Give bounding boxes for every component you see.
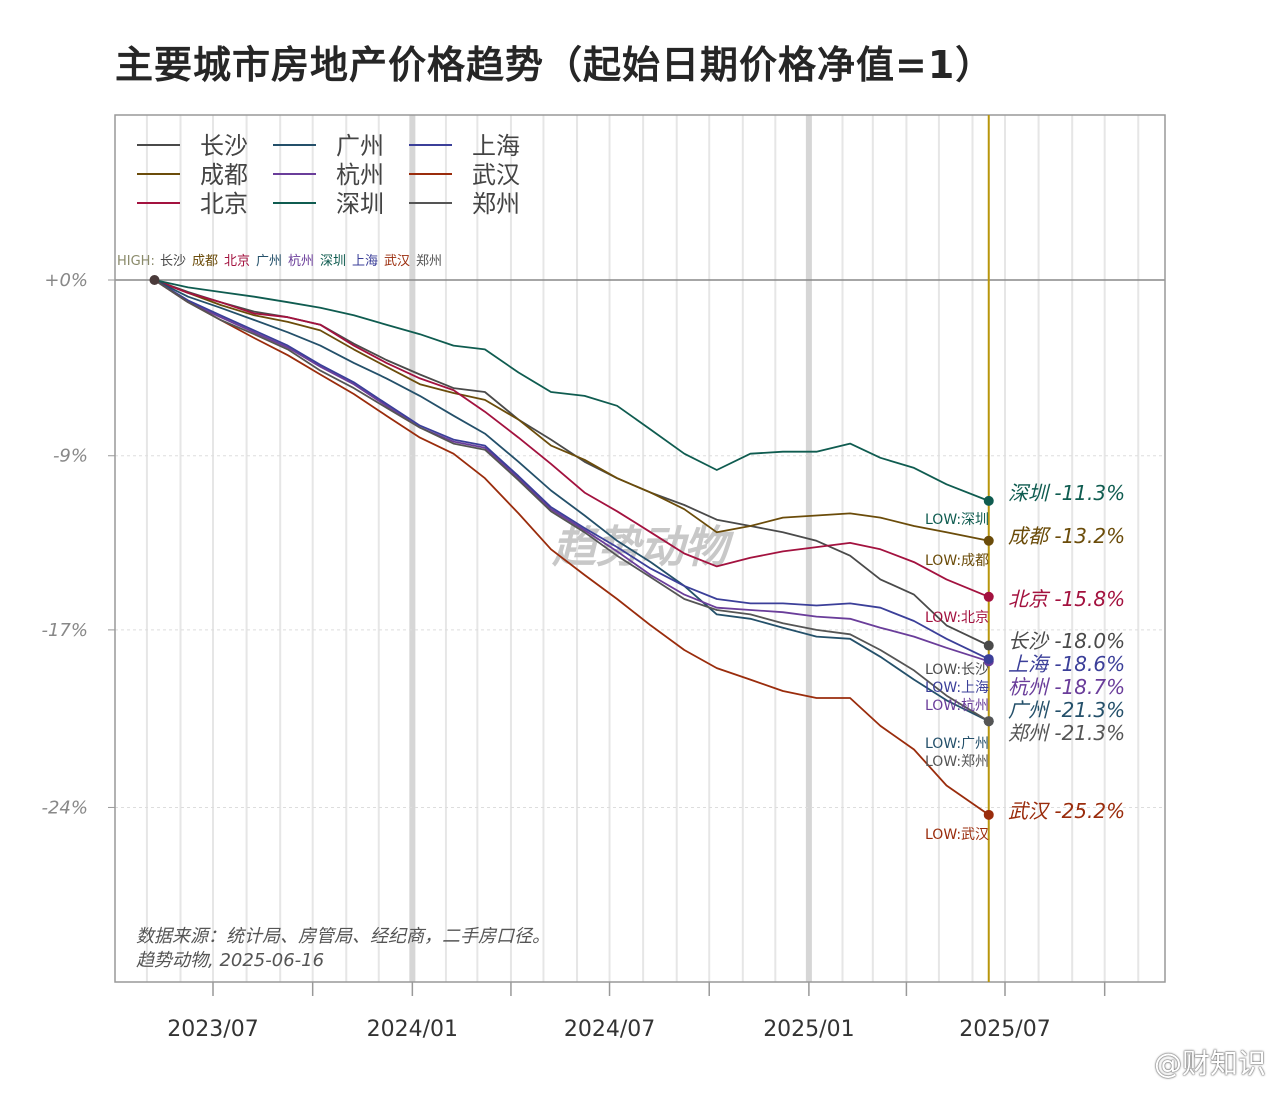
end-point-marker bbox=[983, 640, 994, 651]
low-label: LOW:长沙 bbox=[925, 662, 989, 678]
end-point-marker bbox=[983, 716, 994, 727]
series-lines bbox=[154, 279, 990, 816]
high-label-city: 上海 bbox=[352, 254, 378, 269]
source-note: 数据来源：统计局、房管局、经纪商，二手房口径。 bbox=[136, 926, 550, 947]
legend-label: 成都 bbox=[200, 161, 248, 189]
low-label: LOW:广州 bbox=[925, 736, 989, 752]
series-line-1 bbox=[154, 279, 989, 542]
legend-item: 郑州 bbox=[409, 190, 520, 218]
x-tick-label: 2023/07 bbox=[167, 1017, 258, 1042]
series-line-8 bbox=[154, 279, 990, 722]
legend-item: 成都 bbox=[137, 161, 248, 189]
high-label: HIGH: bbox=[117, 254, 155, 269]
y-tick-label: -24% bbox=[41, 797, 88, 818]
final-value-label: 北京 -15.8% bbox=[1008, 587, 1125, 611]
series-line-2 bbox=[154, 279, 990, 598]
series-line-3 bbox=[154, 279, 990, 723]
legend-label: 长沙 bbox=[200, 132, 248, 160]
final-value-label: 杭州 -18.7% bbox=[1008, 675, 1125, 699]
high-label-city: 北京 bbox=[224, 254, 250, 269]
source-date: 趋势动物, 2025-06-16 bbox=[136, 950, 324, 971]
series-line-5 bbox=[154, 279, 990, 502]
high-label-city: 郑州 bbox=[416, 254, 442, 269]
final-value-label: 长沙 -18.0% bbox=[1008, 629, 1125, 653]
legend-label: 武汉 bbox=[472, 161, 520, 189]
legend-item: 深圳 bbox=[273, 190, 384, 218]
end-point-marker bbox=[983, 591, 994, 602]
legend-label: 深圳 bbox=[336, 190, 384, 218]
low-label: LOW:杭州 bbox=[925, 698, 989, 714]
legend-item: 杭州 bbox=[273, 161, 384, 189]
low-label: LOW:深圳 bbox=[925, 512, 989, 528]
end-point-marker bbox=[983, 654, 994, 665]
grid bbox=[115, 115, 1165, 982]
end-point-marker bbox=[983, 809, 994, 820]
axes: +0% -9% -17% -24% 2023/07 2024/01 2024/07 2025/… bbox=[41, 114, 1166, 1042]
legend-label: 北京 bbox=[200, 190, 248, 218]
final-value-label: 武汉 -25.2% bbox=[1008, 799, 1125, 823]
high-label-city: 广州 bbox=[256, 254, 282, 269]
legend-label: 上海 bbox=[472, 132, 520, 160]
low-label: LOW:武汉 bbox=[925, 827, 989, 843]
low-label: LOW:成都 bbox=[925, 553, 989, 569]
final-value-label: 深圳 -11.3% bbox=[1008, 481, 1125, 505]
legend-label: 广州 bbox=[336, 132, 384, 160]
high-label-city: 长沙 bbox=[160, 254, 186, 269]
x-tick-label: 2025/01 bbox=[763, 1017, 854, 1042]
legend-label: 郑州 bbox=[472, 190, 520, 218]
legend-item: 武汉 bbox=[409, 161, 520, 189]
plot-background bbox=[115, 115, 1165, 982]
legend-item: 上海 bbox=[409, 132, 520, 160]
low-label: LOW:北京 bbox=[925, 610, 989, 626]
series-line-4 bbox=[154, 279, 989, 663]
chart-title: 主要城市房地产价格趋势（起始日期价格净值=1） bbox=[115, 43, 995, 87]
legend-label: 杭州 bbox=[336, 161, 384, 189]
end-point-marker bbox=[983, 535, 994, 546]
high-label-city: 杭州 bbox=[288, 254, 314, 269]
y-tick-label: +0% bbox=[44, 270, 88, 291]
x-tick-label: 2024/01 bbox=[367, 1017, 458, 1042]
legend-item: 北京 bbox=[137, 190, 248, 218]
low-label: LOW:郑州 bbox=[925, 754, 989, 770]
plot-frame bbox=[114, 114, 1166, 983]
final-value-label: 郑州 -21.3% bbox=[1008, 721, 1125, 745]
final-value-label: 成都 -13.2% bbox=[1008, 524, 1125, 548]
x-tick-label: 2025/07 bbox=[959, 1017, 1050, 1042]
final-value-label: 上海 -18.6% bbox=[1008, 652, 1125, 676]
high-label-city: 深圳 bbox=[320, 254, 346, 269]
y-tick-label: -17% bbox=[41, 620, 88, 641]
weibo-watermark: @财知识 bbox=[1153, 1047, 1266, 1080]
high-label-city: 成都 bbox=[192, 254, 218, 269]
end-point-marker bbox=[983, 495, 994, 506]
series-line-6 bbox=[154, 279, 990, 660]
final-value-label: 广州 -21.3% bbox=[1008, 698, 1125, 722]
legend-item: 广州 bbox=[273, 132, 384, 160]
high-label-city: 武汉 bbox=[384, 254, 410, 269]
x-tick-label: 2024/07 bbox=[564, 1017, 655, 1042]
series-line-7 bbox=[154, 279, 990, 816]
low-label: LOW:上海 bbox=[925, 680, 989, 696]
start-point-marker bbox=[149, 275, 160, 285]
watermark-text: 趋势动物 bbox=[551, 522, 735, 573]
legend-item: 长沙 bbox=[137, 132, 248, 160]
y-tick-label: -9% bbox=[53, 446, 88, 467]
